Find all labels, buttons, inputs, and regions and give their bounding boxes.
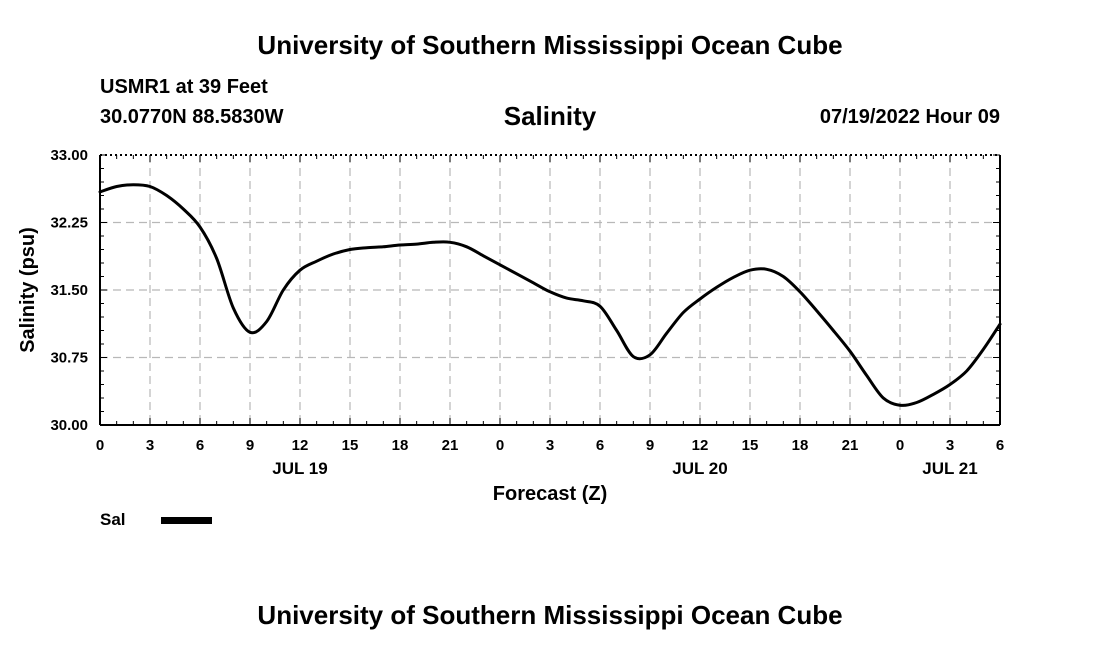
day-label: JUL 21 <box>922 459 977 478</box>
series-layer <box>98 183 1002 407</box>
x-tick-label: 18 <box>392 437 409 454</box>
x-tick-label: 21 <box>442 437 459 454</box>
legend-swatch <box>161 517 212 524</box>
y-tick-label: 30.75 <box>50 350 88 367</box>
grid-lines <box>100 155 1000 425</box>
x-tick-label: 15 <box>342 437 359 454</box>
x-tick-label: 3 <box>146 437 154 454</box>
y-tick-label: 31.50 <box>50 282 88 299</box>
x-tick-label: 3 <box>946 437 954 454</box>
x-tick-label: 3 <box>546 437 554 454</box>
x-tick-label: 0 <box>496 437 504 454</box>
y-tick-label: 32.25 <box>50 215 88 232</box>
x-tick-label: 15 <box>742 437 759 454</box>
x-tick-label: 12 <box>692 437 709 454</box>
footer-title: University of Southern Mississippi Ocean… <box>257 600 843 630</box>
x-tick-label: 6 <box>996 437 1004 454</box>
x-tick-label: 0 <box>96 437 104 454</box>
series-line-salinity <box>98 183 1002 407</box>
day-label: JUL 20 <box>672 459 727 478</box>
y-axis-label: Salinity (psu) <box>17 227 39 353</box>
x-tick-label: 18 <box>792 437 809 454</box>
x-tick-label: 0 <box>896 437 904 454</box>
coordinates-label: 30.0770N 88.5830W <box>100 106 284 128</box>
y-tick-label: 33.00 <box>50 147 88 164</box>
axes: 0 3 6 9 12 15 18 21 0 3 6 9 12 15 18 21 0 3 6 30.00 30.75 31.… <box>50 147 1004 478</box>
x-axis-label: Forecast (Z) <box>493 483 607 505</box>
day-label: JUL 19 <box>272 459 327 478</box>
x-tick-label: 12 <box>292 437 309 454</box>
y-tick-label: 30.00 <box>50 417 88 434</box>
x-tick-label: 9 <box>246 437 254 454</box>
x-tick-label: 9 <box>646 437 654 454</box>
legend-label: Sal <box>100 510 126 529</box>
chart-title: Salinity <box>503 101 597 131</box>
x-tick-label: 6 <box>596 437 604 454</box>
header-title: University of Southern Mississippi Ocean… <box>257 30 843 60</box>
x-tick-label: 21 <box>842 437 859 454</box>
x-tick-label: 6 <box>196 437 204 454</box>
datetime-label: 07/19/2022 Hour 09 <box>819 106 1000 128</box>
station-label: USMR1 at 39 Feet <box>100 76 268 98</box>
